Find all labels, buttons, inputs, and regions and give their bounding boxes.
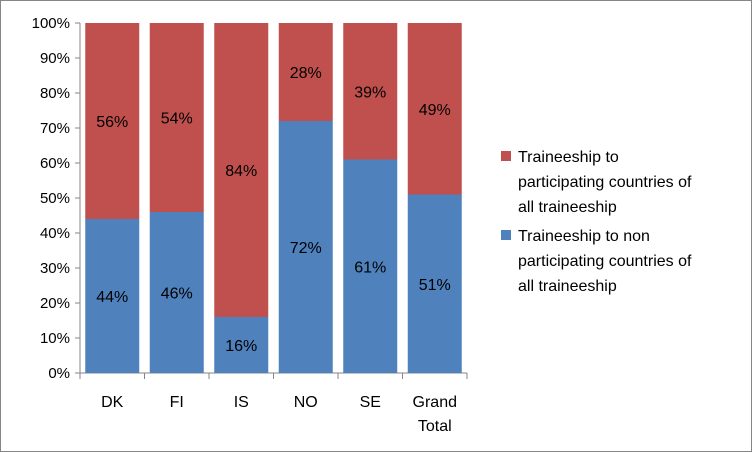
legend-label: all traineeship [518,199,617,216]
y-tick-label: 40% [40,225,70,242]
bar-non-participating-se [343,159,398,373]
data-label: 51% [419,277,451,294]
data-label: 54% [161,111,193,128]
y-tick-label: 60% [40,155,70,172]
bar-non-participating-grand-total [407,194,462,373]
data-label: 39% [354,84,386,101]
y-tick-label: 50% [40,190,70,207]
x-tick-label: Grand [413,394,457,411]
bar-participating-se [343,23,398,160]
bar-participating-fi [149,23,204,212]
legend-label: Traineeship to [518,149,619,166]
x-tick-label: DK [101,394,124,411]
y-tick-label: 30% [40,260,70,277]
x-tick-label: IS [234,394,249,411]
legend-swatch [501,230,511,240]
y-tick-label: 100% [32,15,70,32]
bar-participating-is [214,23,269,317]
bar-non-participating-dk [85,219,140,373]
y-tick-label: 0% [48,365,70,382]
bar-non-participating-is [214,317,269,373]
data-label: 56% [96,114,128,131]
legend-swatch [501,151,511,161]
y-tick-label: 80% [40,85,70,102]
data-label: 28% [290,65,322,82]
legend-label: participating countries of [518,174,692,191]
data-label: 84% [225,163,257,180]
data-label: 61% [354,259,386,276]
legend-label: Traineeship to non [518,228,650,245]
x-tick-label: Total [418,418,452,435]
bar-participating-dk [85,23,140,219]
data-label: 44% [96,289,128,306]
y-tick-label: 20% [40,295,70,312]
bar-participating-no [278,23,333,121]
bar-non-participating-no [278,121,333,373]
data-label: 72% [290,240,322,257]
bar-participating-grand-total [407,23,462,195]
x-tick-label: SE [360,394,381,411]
data-label: 16% [225,338,257,355]
y-tick-label: 90% [40,50,70,67]
y-tick-label: 10% [40,330,70,347]
y-tick-label: 70% [40,120,70,137]
legend-label: participating countries of [518,253,692,270]
bar-non-participating-fi [149,212,204,373]
legend-label: all traineeship [518,278,617,295]
x-tick-label: NO [294,394,318,411]
data-label: 49% [419,102,451,119]
data-label: 46% [161,286,193,303]
x-tick-label: FI [170,394,184,411]
